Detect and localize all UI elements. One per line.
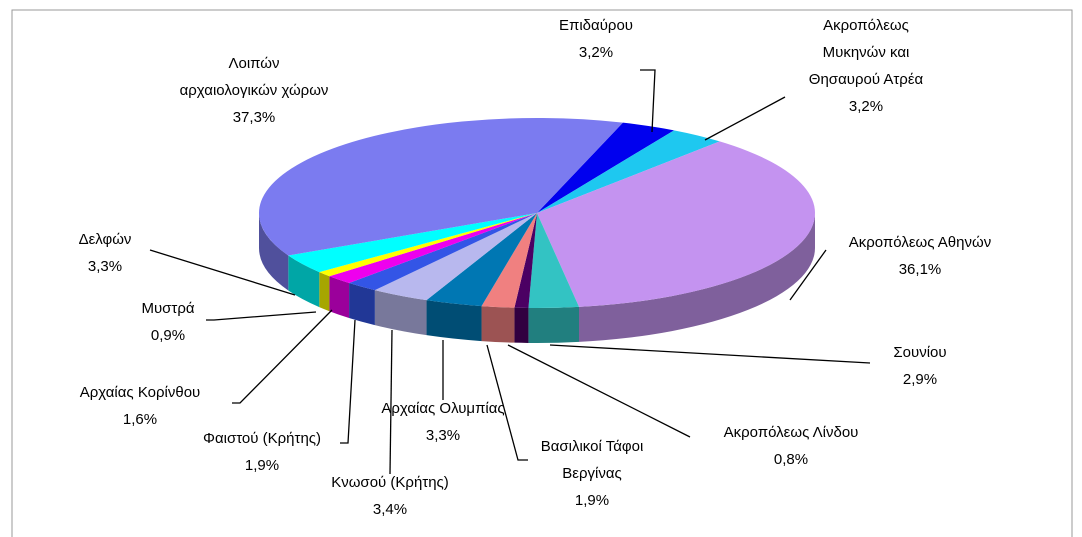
value-label: 3,3% bbox=[88, 258, 122, 275]
slice-label: Ακροπόλεως Αθηνών bbox=[849, 234, 991, 251]
label-line: Σουνίου bbox=[893, 344, 946, 361]
label-line: Ακροπόλεως Αθηνών bbox=[849, 234, 991, 251]
label-line: Δελφών bbox=[79, 231, 132, 248]
label-line: Φαιστού (Κρήτης) bbox=[203, 430, 321, 447]
slice-side bbox=[329, 276, 350, 319]
slice-side bbox=[374, 290, 427, 336]
slice-label: Αρχαίας Κορίνθου bbox=[80, 384, 201, 401]
slice-side bbox=[349, 283, 375, 326]
label-line: Κνωσού (Κρήτης) bbox=[331, 474, 449, 491]
value-label: 0,9% bbox=[151, 327, 185, 344]
leader-line bbox=[340, 319, 356, 444]
leader-line bbox=[206, 311, 317, 321]
value-label: 36,1% bbox=[899, 261, 942, 278]
slice bbox=[259, 117, 623, 256]
slice-label: Μυστρά bbox=[141, 300, 194, 317]
leader-line bbox=[549, 344, 871, 364]
slice-label: Επιδαύρου bbox=[559, 17, 633, 34]
slice bbox=[537, 122, 675, 213]
slice bbox=[288, 213, 537, 273]
label-line: Αρχαίας Ολυμπίας bbox=[381, 400, 504, 417]
slice bbox=[537, 141, 816, 307]
slice-side bbox=[426, 300, 482, 342]
slice bbox=[528, 213, 580, 308]
slice bbox=[319, 213, 537, 277]
value-label: 1,9% bbox=[245, 457, 279, 474]
label-line: Μυστρά bbox=[141, 300, 194, 317]
value-label: 3,2% bbox=[849, 98, 883, 115]
leader-line bbox=[507, 344, 691, 438]
value-label: 1,6% bbox=[123, 411, 157, 428]
slice-side bbox=[259, 213, 289, 291]
slice bbox=[514, 213, 537, 308]
slice-label: Ακροπόλεως Μυκηνών και Θησαυρού Ατρέα bbox=[809, 17, 924, 88]
slice-label: Κνωσού (Κρήτης) bbox=[331, 474, 449, 491]
slice bbox=[537, 130, 720, 213]
leader-line bbox=[232, 309, 333, 404]
value-label: 37,3% bbox=[233, 109, 276, 126]
slice-label: Σουνίου bbox=[893, 344, 946, 361]
label-line: Βεργίνας bbox=[562, 465, 621, 482]
label-line: Λοιπών bbox=[228, 55, 279, 72]
slice-side bbox=[514, 307, 529, 343]
slice-side bbox=[288, 255, 320, 308]
value-label: 3,3% bbox=[426, 427, 460, 444]
label-line: Επιδαύρου bbox=[559, 17, 633, 34]
slice-side bbox=[319, 272, 330, 312]
label-line: Ακροπόλεως Λίνδου bbox=[724, 424, 859, 441]
slice bbox=[481, 213, 537, 308]
leader-line bbox=[704, 96, 786, 141]
leader-line bbox=[789, 249, 827, 301]
slice-side bbox=[579, 213, 816, 342]
leader-line bbox=[486, 344, 528, 461]
leader-line bbox=[149, 249, 296, 296]
label-line: Ακροπόλεως bbox=[823, 17, 909, 34]
value-label: 3,2% bbox=[579, 44, 613, 61]
slice-side bbox=[481, 306, 515, 343]
slice bbox=[349, 213, 537, 291]
label-line: Θησαυρού Ατρέα bbox=[809, 71, 924, 88]
value-label: 0,8% bbox=[774, 451, 808, 468]
value-label: 2,9% bbox=[903, 371, 937, 388]
label-line: αρχαιολογικών χώρων bbox=[180, 82, 329, 99]
leader-line bbox=[640, 69, 656, 133]
leader-line bbox=[389, 329, 393, 475]
slice bbox=[426, 213, 537, 307]
label-line: Βασιλικοί Τάφοι bbox=[541, 438, 644, 455]
label-line: Μυκηνών και bbox=[823, 44, 910, 61]
label-line: Αρχαίας Κορίνθου bbox=[80, 384, 201, 401]
slice-label: Δελφών bbox=[79, 231, 132, 248]
slice bbox=[374, 213, 537, 301]
slice-label: Λοιπών αρχαιολογικών χώρων bbox=[180, 55, 329, 99]
value-label: 1,9% bbox=[575, 492, 609, 509]
value-label: 3,4% bbox=[373, 501, 407, 518]
slice-label: Ακροπόλεως Λίνδου bbox=[724, 424, 859, 441]
slice-side bbox=[528, 306, 580, 343]
slice bbox=[329, 213, 537, 284]
slice-label: Αρχαίας Ολυμπίας bbox=[381, 400, 504, 417]
slice-label: Φαιστού (Κρήτης) bbox=[203, 430, 321, 447]
slice-label: Βασιλικοί Τάφοι Βεργίνας bbox=[541, 438, 644, 482]
